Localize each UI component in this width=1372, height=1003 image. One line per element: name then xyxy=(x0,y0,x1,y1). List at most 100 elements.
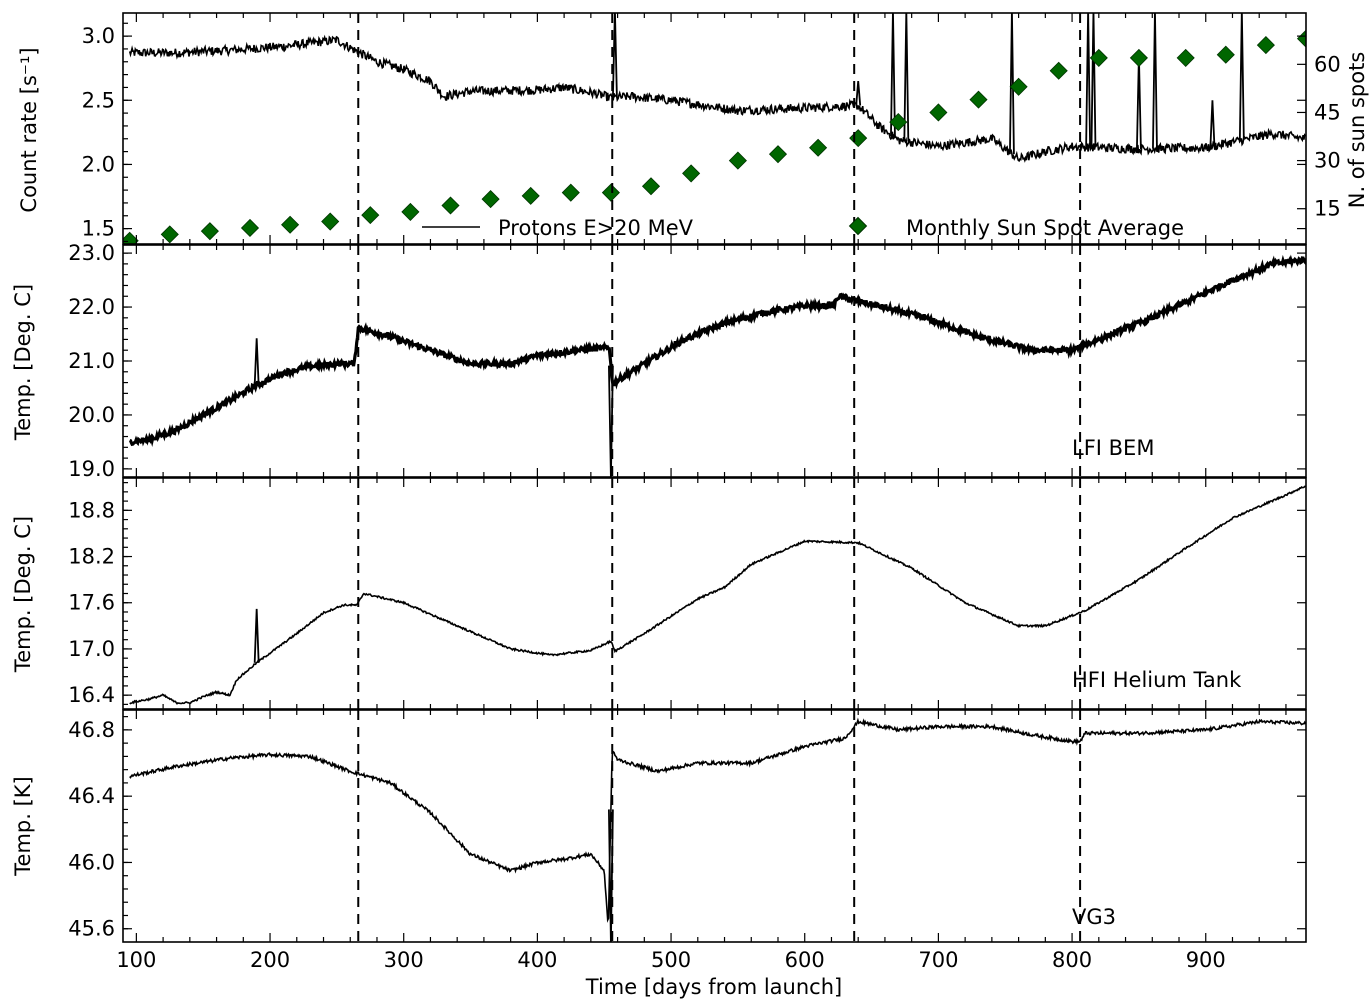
y-tick-label: 19.0 xyxy=(68,457,115,481)
panel-count-rate: Count rate [s⁻¹] N. of sun spots Protons… xyxy=(17,47,1369,240)
sunspot-marker xyxy=(481,190,500,209)
sunspot-marker xyxy=(200,222,219,241)
series-0-0-spike xyxy=(903,13,910,142)
y-tick-label: 1.5 xyxy=(82,217,115,241)
y-tick-label: 17.0 xyxy=(68,637,115,661)
sunspot-marker xyxy=(1256,36,1275,55)
series-0-0-spike xyxy=(1009,13,1015,155)
series-2-0-spike xyxy=(253,608,260,663)
sunspot-marker xyxy=(1129,48,1148,67)
panel-frame-0 xyxy=(122,12,1307,245)
y-axis-label-count-rate: Count rate [s⁻¹] xyxy=(17,47,41,212)
sunspot-marker xyxy=(601,183,620,202)
x-tick-label: 800 xyxy=(1052,948,1092,972)
sunspot-marker xyxy=(361,206,380,225)
x-tick-label: 200 xyxy=(250,948,290,972)
series-0-0-spike xyxy=(1090,13,1097,148)
sunspot-marker xyxy=(1176,48,1195,67)
y-tick-label: 3.0 xyxy=(82,24,115,48)
series-group-0 xyxy=(123,13,1306,244)
y2-tick-label: 45 xyxy=(1314,100,1341,124)
y-tick-label: 17.6 xyxy=(68,591,115,615)
sunspot-marker xyxy=(1089,48,1108,67)
y2-tick-label: 15 xyxy=(1314,197,1341,221)
annotation-vg3: VG3 xyxy=(1072,905,1116,929)
sunspot-marker xyxy=(728,151,747,170)
series-1-0-line xyxy=(128,254,1306,447)
plot-area-3: 45.6 46.0 46.4 46.8 xyxy=(68,709,1307,943)
x-axis-label: Time [days from launch] xyxy=(585,975,842,999)
legend-label-protons: Protons E>20 MeV xyxy=(498,216,694,240)
sunspot-marker xyxy=(768,145,788,164)
series-0-0-spike xyxy=(612,13,618,98)
sunspot-marker xyxy=(1049,61,1068,80)
x-tick-label: 700 xyxy=(918,948,958,972)
sunspot-marker xyxy=(849,129,868,148)
x-tick-label: 500 xyxy=(651,948,691,972)
panel-lfi-bem: Temp. [Deg. C] LFI BEM xyxy=(11,284,1154,460)
sunspot-marker xyxy=(441,196,460,215)
y-tick-label: 2.5 xyxy=(82,88,115,112)
sunspot-marker xyxy=(969,90,988,109)
y-tick-label: 23.0 xyxy=(68,241,115,265)
sunspot-marker xyxy=(1009,77,1028,96)
sunspot-marker xyxy=(123,231,139,244)
sunspot-marker xyxy=(682,164,701,183)
series-group-2 xyxy=(129,485,1306,705)
series-0-0-line xyxy=(128,34,1306,163)
series-1-0-spike xyxy=(253,338,260,386)
sunspot-marker xyxy=(641,177,661,196)
panel-vg3: Temp. [K] VG3 xyxy=(11,776,1116,929)
series-0-0-spike xyxy=(855,80,862,106)
annotation-hfi-helium-tank: HFI Helium Tank xyxy=(1072,668,1242,692)
series-group-3 xyxy=(129,717,1306,942)
sunspot-marker xyxy=(1296,29,1306,48)
y-axis-label-lfi-bem: Temp. [Deg. C] xyxy=(11,284,35,441)
series-0-0-spike xyxy=(1152,13,1158,149)
sunspot-marker xyxy=(561,183,580,202)
series-0-0-spike xyxy=(1136,55,1142,150)
y-tick-label: 45.6 xyxy=(68,917,115,941)
legend-label-sunspots: Monthly Sun Spot Average xyxy=(906,216,1184,240)
x-tick-label: 400 xyxy=(517,948,557,972)
sunspot-marker xyxy=(521,186,540,205)
y-tick-label: 18.2 xyxy=(68,545,115,569)
plot-area-2: 16.4 17.0 17.6 18.2 18.8 xyxy=(68,477,1307,710)
y2-axis-label-sunspots: N. of sun spots xyxy=(1345,52,1369,209)
y-tick-label: 16.4 xyxy=(68,683,115,707)
y2-tick-label: 60 xyxy=(1314,52,1341,76)
sunspot-marker xyxy=(321,212,340,231)
y-tick-label: 22.0 xyxy=(68,295,115,319)
legend: Protons E>20 MeV Monthly Sun Spot Averag… xyxy=(422,216,1184,240)
series-0-0-spike xyxy=(1085,13,1092,148)
series-0-0-spike xyxy=(1209,100,1216,147)
series-3-0-line xyxy=(129,717,1306,923)
legend-marker-sunspots xyxy=(848,216,868,236)
x-tick-label: 100 xyxy=(116,948,156,972)
y-tick-label: 46.0 xyxy=(68,850,115,874)
series-0-0-spike xyxy=(890,13,896,137)
sunspot-marker xyxy=(160,225,179,244)
plot-area-0: 1.5 2.0 2.5 3.0 15 30 45 60 xyxy=(82,12,1341,245)
x-tick-label: 600 xyxy=(785,948,825,972)
y-axis-label-vg3: Temp. [K] xyxy=(11,776,35,876)
sunspot-marker xyxy=(401,202,420,221)
y2-tick-label: 30 xyxy=(1314,149,1341,173)
y-axis-label-hfi-tank: Temp. [Deg. C] xyxy=(11,516,35,673)
sunspot-marker xyxy=(809,138,828,157)
panel-hfi-helium-tank: Temp. [Deg. C] HFI Helium Tank xyxy=(11,516,1242,692)
y-tick-label: 46.4 xyxy=(68,784,115,808)
y-tick-label: 18.8 xyxy=(68,498,115,522)
sunspot-marker xyxy=(1216,45,1235,64)
y-tick-label: 2.0 xyxy=(82,152,115,176)
y-tick-label: 20.0 xyxy=(68,403,115,427)
x-tick-label: 300 xyxy=(384,948,424,972)
sunspot-marker xyxy=(889,113,908,132)
sunspot-marker xyxy=(240,218,260,238)
sunspot-marker xyxy=(281,215,300,234)
plot-area-1: 19.0 20.0 21.0 22.0 23.0 xyxy=(68,241,1307,481)
y-tick-label: 46.8 xyxy=(68,718,115,742)
annotation-lfi-bem: LFI BEM xyxy=(1072,436,1154,460)
panel-frame-3 xyxy=(122,709,1307,943)
